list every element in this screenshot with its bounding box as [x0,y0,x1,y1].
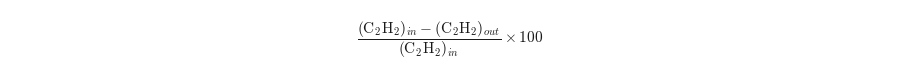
Text: $\dfrac{(\mathrm{C_2H_2})_{\mathit{in}} - (\mathrm{C_2H_2})_{\mathit{out}}}{(\ma: $\dfrac{(\mathrm{C_2H_2})_{\mathit{in}} … [357,19,543,60]
